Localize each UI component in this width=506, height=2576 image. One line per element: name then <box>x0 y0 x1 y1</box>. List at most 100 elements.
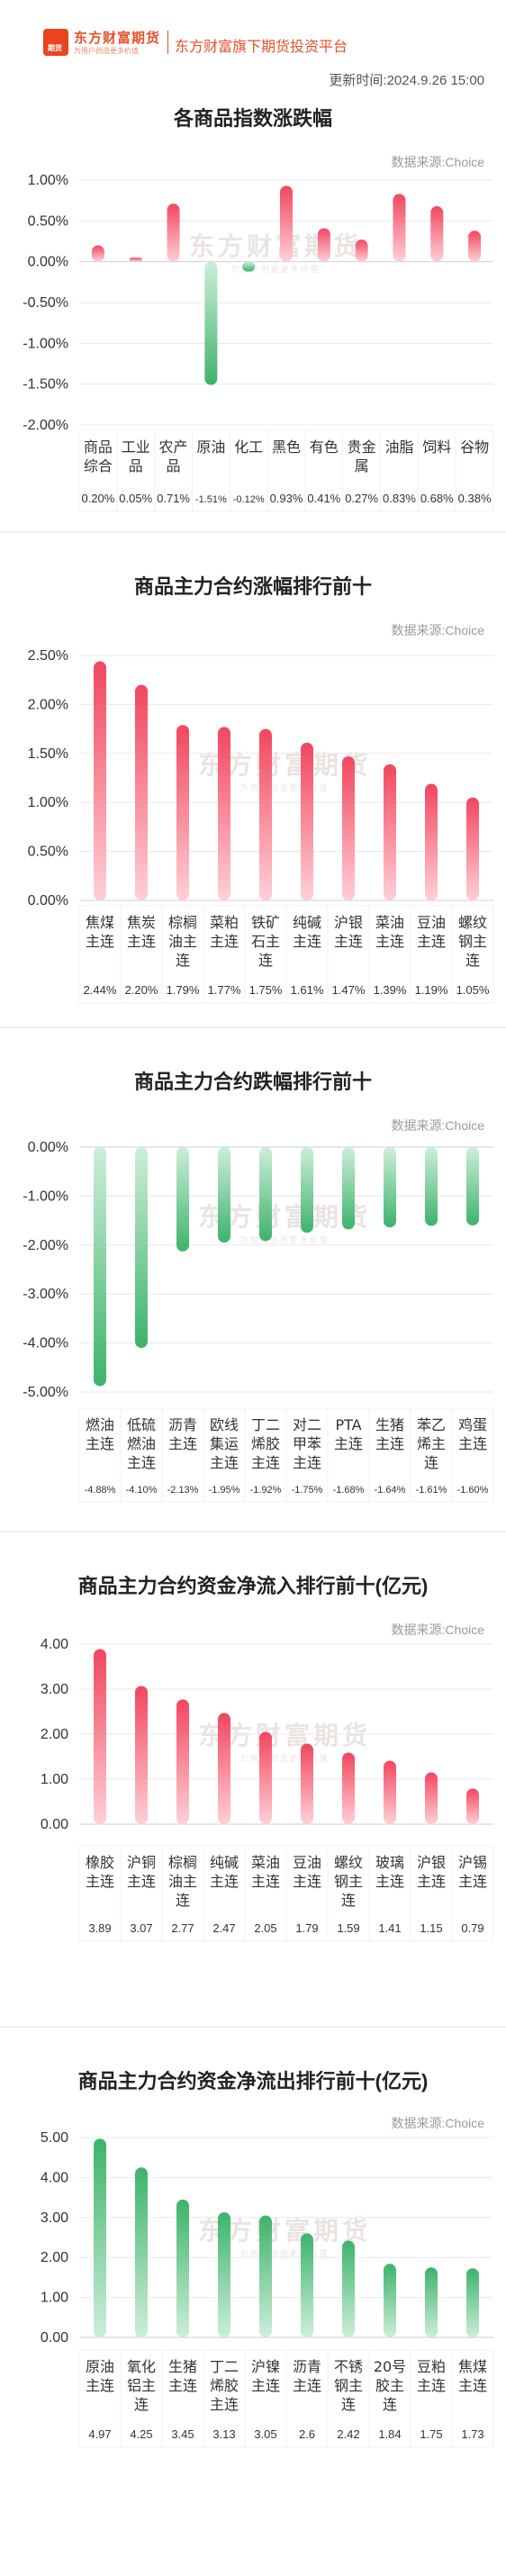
bar <box>342 2240 355 2337</box>
category-label: 主连 <box>293 933 321 950</box>
category-label: 欧线 <box>210 1416 239 1433</box>
bar <box>425 1772 438 1824</box>
data-label: 4.97 <box>88 2427 111 2441</box>
data-label: 3.13 <box>212 2427 235 2441</box>
data-label: -1.92% <box>250 1485 282 1496</box>
data-label: 0.27% <box>345 492 378 505</box>
category-label: 属 <box>355 457 369 475</box>
category-label: 主连 <box>458 1435 487 1452</box>
data-label: 1.19% <box>415 983 448 997</box>
category-label: 主连 <box>375 1873 404 1890</box>
category-label: 主连 <box>417 1873 446 1890</box>
y-tick-label: 1.00 <box>41 2291 68 2306</box>
data-label: 1.79% <box>167 983 200 997</box>
category-label: 主连 <box>86 1435 114 1452</box>
update-label: 更新时间: <box>329 73 387 88</box>
bar <box>218 1713 230 1824</box>
category-label: 主连 <box>334 1435 363 1452</box>
bar <box>204 261 218 385</box>
category-label: 商品 <box>84 438 113 456</box>
category-label: 烯胶 <box>251 1435 280 1452</box>
bar <box>135 684 148 900</box>
y-tick-label: -1.00% <box>23 336 68 351</box>
data-label: 1.77% <box>208 983 241 997</box>
category-label: 烯主 <box>417 1435 446 1452</box>
category-label: 主连 <box>293 2377 321 2394</box>
bar <box>384 1147 396 1228</box>
category-label: 铝主 <box>127 2377 156 2394</box>
data-label: -1.95% <box>209 1485 240 1496</box>
data-label: 3.45 <box>171 2427 194 2441</box>
category-label: 谷物 <box>460 438 489 456</box>
category-label: 生猪 <box>375 1416 404 1433</box>
y-tick-label: -5.00% <box>23 1385 68 1400</box>
bar <box>384 1760 396 1824</box>
data-label: 1.47% <box>332 983 366 997</box>
category-label: 沪锡 <box>458 1854 487 1871</box>
data-label: 2.47 <box>212 1921 235 1935</box>
y-tick-label: 4.00 <box>41 2170 68 2185</box>
category-label: 主连 <box>86 1873 114 1890</box>
category-label: 豆油 <box>293 1854 321 1871</box>
chart-title: 商品主力合约涨幅排行前十 <box>133 575 372 598</box>
category-label: 钢主 <box>458 933 487 950</box>
category-label: 沪铜 <box>127 1854 156 1871</box>
y-tick-label: 1.00% <box>28 795 68 810</box>
y-tick-label: -4.00% <box>23 1336 68 1351</box>
category-label: 化工 <box>234 438 263 456</box>
category-label: 连 <box>383 2396 397 2413</box>
data-label: 0.20% <box>81 492 114 505</box>
category-label: 铁矿 <box>251 914 280 931</box>
category-label: 主连 <box>86 2377 114 2394</box>
bar <box>425 1147 438 1226</box>
category-label: PTA <box>335 1416 361 1433</box>
category-label: 原油 <box>196 438 225 456</box>
bar <box>430 206 444 262</box>
brand-slogan: 为用户创造更多价值 <box>74 47 139 55</box>
platform-title: 东方财富旗下期货投资平台 <box>175 40 348 55</box>
bar <box>94 661 106 900</box>
bar-chart-top-losers: 0.00%-1.00%-2.00%-3.00%-4.00%-5.00%燃油主连-… <box>23 1140 494 1503</box>
category-label: 甲苯 <box>293 1435 321 1452</box>
y-tick-label: 3.00 <box>41 2210 68 2226</box>
category-label: 烯胶 <box>210 2377 239 2394</box>
bar <box>468 230 482 262</box>
category-label: 主连 <box>375 1435 404 1452</box>
category-label: 豆粕 <box>417 2358 446 2375</box>
category-label: 螺纹 <box>458 914 487 931</box>
bar <box>135 2167 148 2337</box>
bar <box>218 2212 230 2337</box>
category-label: 连 <box>341 2396 356 2413</box>
data-label: -4.10% <box>126 1485 158 1496</box>
data-label: 3.07 <box>130 1921 152 1935</box>
bar <box>466 1788 479 1824</box>
data-label: 2.05 <box>254 1921 276 1935</box>
category-label: 连 <box>465 952 480 969</box>
category-label: 主连 <box>127 933 156 950</box>
bar <box>317 228 330 262</box>
y-tick-label: 0.00% <box>28 1140 68 1155</box>
y-tick-label: -2.00% <box>23 1238 68 1253</box>
data-label: 1.59 <box>337 1921 359 1935</box>
bar <box>259 1731 272 1824</box>
category-label: 主连 <box>210 933 239 950</box>
category-label: 菜油 <box>375 914 404 931</box>
category-label: 焦煤 <box>458 2358 487 2375</box>
category-label: 氧化 <box>127 2358 156 2375</box>
update-time: 更新时间:2024.9.26 15:00 <box>329 70 484 89</box>
category-label: 生猪 <box>168 2358 197 2375</box>
y-tick-label: -0.50% <box>23 295 68 311</box>
section-divider <box>0 1026 506 1028</box>
category-label: 胶主 <box>375 2377 404 2394</box>
chart-source: 数据来源:Choice <box>391 155 484 169</box>
category-label: 主连 <box>210 2396 239 2413</box>
category-label: 丁二 <box>210 2358 239 2375</box>
bar <box>129 258 142 262</box>
category-label: 主连 <box>210 1454 239 1471</box>
bar <box>425 783 438 900</box>
category-label: 玻璃 <box>375 1854 404 1871</box>
category-label: 沥青 <box>293 2358 321 2375</box>
chart-source: 数据来源:Choice <box>391 1118 484 1133</box>
